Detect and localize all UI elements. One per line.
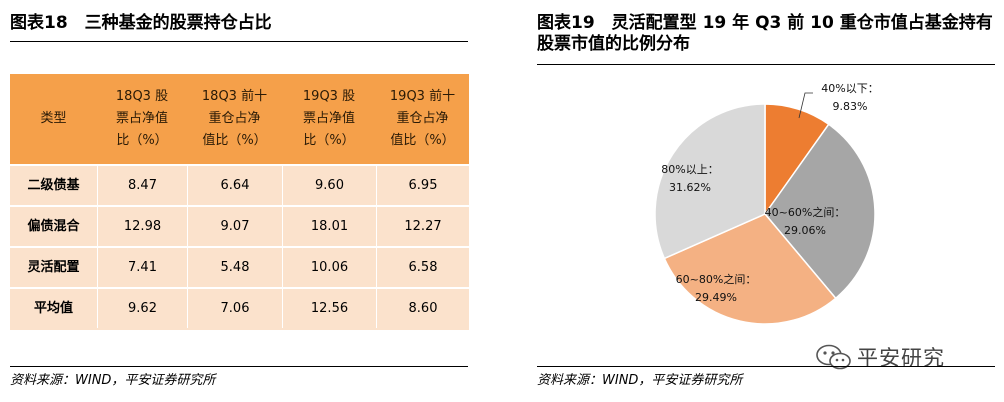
right-source-note: 资料来源：WIND，平安证券研究所 — [537, 373, 743, 388]
pie-slice-value: 29.06% — [784, 224, 826, 237]
table-cell: 8.60 — [376, 289, 469, 328]
fund-holding-table: 类型 18Q3 股票占净值 比（%） 18Q3 前十 重仓占净 值比（%） 19Q3 股票占… — [10, 74, 469, 338]
table-cell: 18.01 — [282, 207, 376, 246]
table-header-line: 19Q3 股 — [302, 89, 356, 104]
table-header-cell: 18Q3 前十 重仓占净值比（%） — [187, 74, 282, 164]
pie-slice-label: 40~60%之间： — [765, 205, 846, 219]
watermark: 平安研究 — [815, 342, 945, 372]
table-cell: 12.27 — [376, 207, 469, 246]
table-header-line: 票占净值 — [302, 111, 355, 126]
wechat-icon — [816, 344, 851, 370]
table-cell: 9.07 — [187, 207, 282, 246]
table-row: 灵活配置 7.41 5.48 10.06 6.58 — [10, 246, 469, 289]
table-header-cell: 19Q3 股票占净值比（%） — [282, 74, 376, 164]
table-row-label: 二级债基 — [27, 177, 80, 193]
table-cell: 12.56 — [282, 289, 376, 328]
watermark-text: 平安研究 — [857, 346, 945, 370]
table-header-cell: 18Q3 股票占净值比（%） — [97, 74, 187, 164]
table-cell: 9.60 — [282, 166, 376, 205]
pie-leader-line — [798, 92, 813, 119]
table-cell: 5.48 — [187, 248, 282, 287]
pie-slice-label: 60~80%之间： — [676, 272, 757, 286]
table-cell: 7.06 — [187, 289, 282, 328]
table-cell: 12.98 — [97, 207, 187, 246]
table-header-line: 18Q3 股 — [115, 89, 169, 104]
table-header-line: 类型 — [40, 111, 67, 126]
table-cell: 7.41 — [97, 248, 187, 287]
pie-slice-label: 40%以下： — [821, 82, 878, 95]
table-header-line: 比（%） — [116, 133, 168, 148]
table-row-label: 灵活配置 — [27, 259, 80, 275]
table-header-cell: 19Q3 前十 重仓占净值比（%） — [376, 74, 469, 164]
table-header-line: 重仓占净 — [208, 111, 261, 126]
right-source-rule — [537, 366, 995, 367]
table-cell: 9.62 — [97, 289, 187, 328]
pie-chart: 40%以下： 9.83% 40~60%之间： 29.06% 60~80%之间： 29.49… — [654, 82, 879, 325]
table-cell: 10.06 — [282, 248, 376, 287]
table-cell: 6.64 — [187, 166, 282, 205]
table-row: 二级债基 8.47 6.64 9.60 6.95 — [10, 164, 469, 207]
pie-slice-value: 29.49% — [695, 291, 737, 304]
table-header-line: 值比（%） — [202, 133, 267, 148]
pie-slice-label: 80%以上： — [661, 163, 718, 176]
right-title-rule — [537, 64, 995, 65]
table-header-line: 重仓占净 — [396, 111, 449, 126]
table-row-label: 平均值 — [33, 300, 73, 316]
table-header-line: 值比（%） — [390, 133, 455, 148]
table-header-line: 票占净值 — [115, 111, 168, 126]
left-source-rule — [10, 366, 468, 367]
table-cell: 8.47 — [97, 166, 187, 205]
table-row: 偏债混合 12.98 9.07 18.01 12.27 — [10, 205, 469, 248]
pie-slice — [663, 213, 837, 325]
pie-slice — [764, 123, 876, 300]
left-title-rule — [10, 41, 468, 42]
left-source-note: 资料来源：WIND，平安证券研究所 — [10, 373, 216, 388]
table-header-row: 类型 18Q3 股票占净值 比（%） 18Q3 前十 重仓占净 值比（%） 19Q3 股票占… — [10, 74, 469, 164]
left-chart-title: 图表18 三种基金的股票持仓占比 — [10, 13, 272, 33]
pie-slice-value: 9.83% — [833, 100, 868, 113]
table-row-label: 偏债混合 — [27, 218, 80, 234]
right-chart-title: 图表19 灵活配置型 19 年 Q3 前 10 重仓市值占基金持有股票市值的比例… — [537, 13, 993, 54]
table-header-line: 比（%） — [303, 133, 355, 148]
table-header-line: 18Q3 前十 — [201, 89, 268, 104]
table-header-cell: 类型 — [10, 74, 97, 164]
table-cell: 6.58 — [376, 248, 469, 287]
pie-slice-value: 31.62% — [669, 181, 711, 194]
pie-slice — [654, 103, 766, 260]
table-cell: 6.95 — [376, 166, 469, 205]
table-header-line: 19Q3 前十 — [389, 89, 456, 104]
table-row: 平均值 9.62 7.06 12.56 8.60 — [10, 287, 469, 330]
